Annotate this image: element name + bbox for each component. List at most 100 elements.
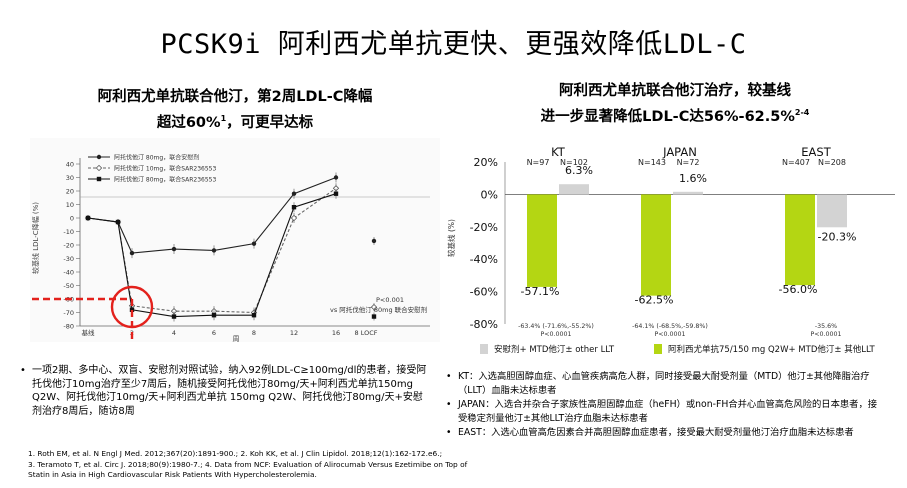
line-highlight	[32, 285, 154, 342]
line-point	[290, 214, 298, 222]
bar-category-label: JAPAN	[662, 145, 697, 159]
right-title-line2: 进一步显著降低LDL-C达56%-62.5%2-4	[540, 108, 810, 125]
bar-n-label: N=72	[677, 158, 700, 167]
line-y-tick-label: -10	[63, 228, 74, 236]
reference-line: 3. Teramoto T, et al. Circ J. 2018;80(9)…	[28, 459, 468, 469]
bar-value-label: -57.1%	[521, 285, 560, 298]
line-point	[251, 241, 257, 246]
bar-placebo	[559, 184, 589, 195]
bar-y-tick-label: -60%	[470, 286, 498, 299]
reference-line: Statin in Asia in High Cardiovascular Ri…	[28, 470, 317, 479]
bar-category-label: KT	[551, 145, 566, 159]
line-y-tick-label: 40	[66, 161, 74, 169]
line-y-tick-label: -20	[63, 242, 74, 250]
bar-legend-swatch-alirocumab	[654, 344, 662, 354]
bar-value-label: -62.5%	[635, 294, 674, 307]
bar-n-label: N=97	[527, 158, 550, 167]
bar-n-label: N=208	[818, 158, 846, 167]
line-y-tick-label: -50	[63, 282, 74, 290]
line-point	[333, 191, 339, 196]
references: 1. Roth EM, et al. N Engl J Med. 2012;36…	[28, 449, 508, 481]
bar-placebo	[817, 194, 847, 228]
left-title-line1: 阿利西尤单抗联合他汀，第2周LDL-C降幅	[97, 89, 373, 105]
bar-y-tick-label: -40%	[470, 253, 498, 266]
bar-legend-label-placebo: 安慰剂+ MTD他汀± other LLT	[494, 344, 615, 355]
bar-value-label: 1.6%	[679, 172, 707, 185]
line-y-tick-label: -30	[63, 255, 74, 263]
line-y-tick-label: -40	[63, 269, 74, 277]
line-y-tick-label: 10	[66, 201, 74, 209]
line-x-tick-label: 8 LOCF	[355, 329, 378, 337]
bar-placebo	[673, 191, 703, 195]
line-point	[171, 314, 177, 319]
line-point	[95, 164, 103, 172]
line-x-tick-label: 4	[172, 329, 176, 337]
bar-diff-p: P<0.0001	[810, 331, 841, 338]
left-title-line2: 超过60%1，可更早达标	[156, 114, 314, 131]
left-bullet-text: 一项2期、多中心、双盲、安慰剂对照试验，纳入92例LDL-C≥100mg/dl的…	[32, 365, 427, 417]
line-point	[211, 313, 217, 318]
right-bullet-japan: • JAPAN：入选合并杂合子家族性高胆固醇血症（heFH）或non-FH合并心血…	[446, 399, 878, 424]
line-y-tick-label: -80	[63, 323, 74, 331]
line-point	[291, 205, 297, 210]
bar-category-label: EAST	[801, 145, 831, 159]
line-point	[129, 250, 135, 256]
line-y-tick-label: 30	[66, 174, 74, 182]
line-point	[85, 215, 91, 221]
line-point	[171, 246, 177, 252]
line-y-tick-label: 0	[70, 215, 74, 223]
line-point	[371, 238, 377, 244]
line-point	[96, 176, 102, 182]
bar-y-ticks: 20% 0% -20% -40% -60% -80%	[470, 156, 498, 331]
line-x-tick-label: 16	[332, 329, 340, 337]
bar-alirocumab	[641, 194, 671, 296]
left-bullet: • 一项2期、多中心、双盲、安慰剂对照试验，纳入92例LDL-C≥100mg/d…	[20, 365, 427, 417]
bar-legend-swatch-placebo	[480, 344, 488, 354]
line-legend-label: 阿托伐他汀 10mg，联合SAR236553	[114, 165, 216, 173]
bar-value-label: 6.3%	[565, 164, 593, 177]
line-chart-bg	[30, 138, 440, 342]
bar-alirocumab	[527, 194, 557, 287]
line-legend-label: 阿托伐他汀 80mg，联合SAR236553	[114, 176, 216, 184]
line-x-tick-label: 基线	[82, 328, 96, 337]
line-series	[87, 176, 337, 254]
line-y-tick-label: -70	[63, 309, 74, 317]
bar-group: KTN=97 N=102 -57.1% 6.3% -63.4% (-71.6%,-55.…	[518, 145, 856, 338]
line-legend-label: 阿托伐他汀 80mg，联合安慰剂	[114, 154, 199, 162]
line-y-label: 较基线 LDL-C降幅 (%)	[31, 202, 40, 274]
right-bullet-east: • EAST：入选心血管高危因素合并高胆固醇血症患者，接受最大耐受剂量他汀治疗血脂…	[446, 427, 854, 438]
line-series-group	[84, 172, 378, 322]
line-point	[96, 154, 102, 160]
right-panel-title: 阿利西尤单抗联合他汀治疗，较基线 进一步显著降低LDL-C达56%-62.5%2…	[465, 80, 885, 128]
line-x-tick-label: 6	[212, 329, 216, 337]
line-point	[370, 303, 378, 311]
line-point	[211, 248, 217, 253]
bar-alirocumab	[785, 194, 815, 286]
bar-y-label: 较基线 (%)	[446, 219, 456, 257]
left-panel-title: 阿利西尤单抗联合他汀，第2周LDL-C降幅 超过60%1，可更早达标	[30, 86, 440, 134]
bar-diff-ci: -63.4% (-71.6%,-55.2%)	[518, 323, 594, 330]
bar-y-tick-label: -20%	[470, 221, 498, 234]
bar-y-tick-label: -80%	[470, 318, 498, 331]
line-point	[333, 175, 339, 180]
bar-n-label: N=143	[638, 158, 666, 167]
line-point	[371, 314, 377, 319]
bar-value-label: -20.3%	[818, 230, 857, 243]
line-x-tick-label: 12	[290, 329, 298, 337]
bar-n-label: N=102	[560, 158, 588, 167]
right-bullets: • KT：入选高胆固醇血症、心血管疾病高危人群，同时接受最大耐受剂量（MTD）他汀…	[446, 370, 886, 440]
bar-diff-ci: -35.6%	[815, 323, 837, 330]
line-point	[251, 313, 257, 318]
bar-diff-p: P<0.0001	[654, 331, 685, 338]
slide-title: PCSK9i 阿利西尤单抗更快、更强效降低LDL-C	[160, 29, 747, 60]
line-x-label: 周	[233, 335, 240, 342]
line-y-tick-label: 20	[66, 188, 74, 196]
line-series	[87, 193, 337, 318]
line-x-tick-label: 8	[252, 329, 256, 337]
bar-value-label: -56.0%	[779, 283, 818, 296]
bar-y-tick-label: 20%	[474, 156, 498, 169]
bar-diff-p: P<0.0001	[540, 331, 571, 338]
line-point	[291, 191, 297, 196]
right-bullet-kt: • KT：入选高胆固醇血症、心血管疾病高危人群，同时接受最大耐受剂量（MTD）他汀…	[446, 371, 870, 396]
